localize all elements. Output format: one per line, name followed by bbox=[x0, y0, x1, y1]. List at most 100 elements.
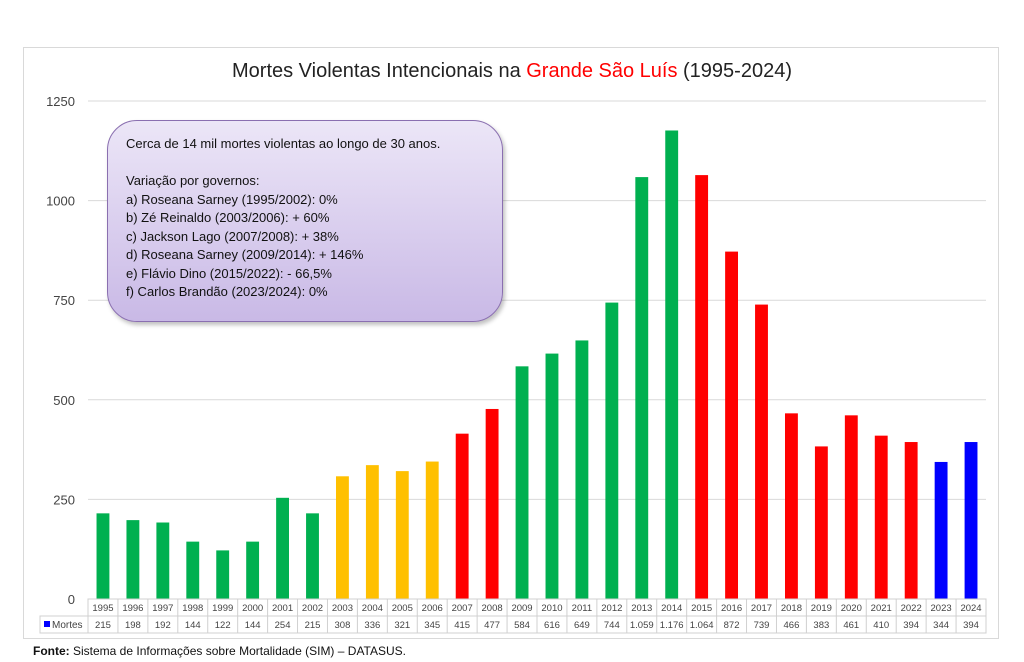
bar-2007 bbox=[455, 433, 469, 599]
bar-2005 bbox=[395, 471, 409, 599]
data-label: 215 bbox=[305, 620, 321, 631]
data-label: 336 bbox=[364, 620, 380, 631]
data-label: 144 bbox=[185, 620, 201, 631]
data-label: 739 bbox=[754, 620, 770, 631]
x-tick-label: 2010 bbox=[541, 603, 562, 614]
data-label: 192 bbox=[155, 620, 171, 631]
chart-frame bbox=[23, 47, 999, 639]
bar-1999 bbox=[216, 550, 230, 599]
x-tick-label: 2011 bbox=[572, 603, 592, 614]
x-tick-label: 2020 bbox=[841, 603, 862, 614]
y-tick-label: 750 bbox=[53, 293, 75, 308]
data-label: 744 bbox=[604, 620, 620, 631]
x-tick-label: 2019 bbox=[811, 603, 832, 614]
chart-title: Mortes Violentas Intencionais na Grande … bbox=[232, 60, 792, 82]
x-tick-label: 2001 bbox=[272, 603, 293, 614]
bar-1998 bbox=[186, 541, 200, 599]
bar-2023 bbox=[934, 461, 948, 599]
x-tick-label: 2003 bbox=[332, 603, 353, 614]
x-tick-label: 1996 bbox=[122, 603, 143, 614]
x-tick-label: 2014 bbox=[661, 603, 682, 614]
data-label: 477 bbox=[484, 620, 500, 631]
x-tick-label: 2007 bbox=[452, 603, 473, 614]
bar-1995 bbox=[96, 513, 110, 599]
data-label: 466 bbox=[784, 620, 800, 631]
legend-key bbox=[44, 621, 50, 627]
x-tick-label: 2013 bbox=[631, 603, 652, 614]
source-note: Fonte: Sistema de Informações sobre Mort… bbox=[33, 644, 407, 658]
bar-2006 bbox=[425, 461, 439, 599]
x-tick-label: 2018 bbox=[781, 603, 802, 614]
data-label: 616 bbox=[544, 620, 560, 631]
bar-1997 bbox=[156, 522, 170, 599]
legend-label: Mortes bbox=[52, 620, 83, 631]
x-tick-label: 2008 bbox=[482, 603, 503, 614]
data-label: 321 bbox=[394, 620, 410, 631]
x-tick-label: 2016 bbox=[721, 603, 742, 614]
bar-2011 bbox=[575, 340, 589, 599]
x-tick-label: 2009 bbox=[511, 603, 532, 614]
x-tick-label: 2023 bbox=[931, 603, 952, 614]
x-tick-label: 2015 bbox=[691, 603, 712, 614]
x-tick-label: 2024 bbox=[960, 603, 981, 614]
x-tick-label: 2002 bbox=[302, 603, 323, 614]
y-tick-label: 500 bbox=[53, 393, 75, 408]
bar-2024 bbox=[964, 442, 978, 599]
bar-2013 bbox=[635, 177, 649, 599]
x-tick-label: 2004 bbox=[362, 603, 383, 614]
x-tick-label: 1999 bbox=[212, 603, 233, 614]
data-label: 383 bbox=[813, 620, 829, 631]
x-tick-label: 1998 bbox=[182, 603, 203, 614]
x-tick-label: 2006 bbox=[422, 603, 443, 614]
data-label: 254 bbox=[275, 620, 291, 631]
data-label: 1.059 bbox=[630, 620, 654, 631]
bar-2010 bbox=[545, 353, 559, 599]
bar-2004 bbox=[365, 465, 379, 599]
data-label: 394 bbox=[903, 620, 919, 631]
data-label: 122 bbox=[215, 620, 231, 631]
data-label: 345 bbox=[424, 620, 440, 631]
bar-2000 bbox=[246, 541, 260, 599]
bar-2016 bbox=[725, 251, 739, 599]
data-label: 461 bbox=[843, 620, 859, 631]
bar-2009 bbox=[515, 366, 529, 599]
x-tick-label: 2017 bbox=[751, 603, 772, 614]
bar-2015 bbox=[695, 175, 709, 599]
bar-1996 bbox=[126, 520, 140, 599]
data-label: 198 bbox=[125, 620, 141, 631]
x-tick-label: 1997 bbox=[152, 603, 173, 614]
x-tick-label: 2000 bbox=[242, 603, 263, 614]
data-label: 344 bbox=[933, 620, 949, 631]
annotation-box: Cerca de 14 mil mortes violentas ao long… bbox=[107, 120, 503, 322]
x-tick-label: 2021 bbox=[871, 603, 892, 614]
data-label: 394 bbox=[963, 620, 979, 631]
x-tick-label: 2012 bbox=[601, 603, 622, 614]
y-tick-label: 1000 bbox=[46, 194, 75, 209]
bar-2019 bbox=[814, 446, 828, 599]
bar-2022 bbox=[904, 442, 918, 599]
y-tick-label: 0 bbox=[68, 592, 75, 607]
bar-2002 bbox=[306, 513, 319, 599]
bar-2012 bbox=[605, 302, 619, 599]
bar-2003 bbox=[335, 476, 349, 599]
data-label: 649 bbox=[574, 620, 590, 631]
y-tick-label: 1250 bbox=[46, 94, 75, 109]
bar-2001 bbox=[276, 497, 290, 599]
data-label: 584 bbox=[514, 620, 530, 631]
data-label: 215 bbox=[95, 620, 111, 631]
data-label: 872 bbox=[724, 620, 740, 631]
bar-2017 bbox=[755, 304, 768, 599]
bar-2014 bbox=[665, 130, 679, 599]
bar-2008 bbox=[485, 408, 499, 599]
bar-2018 bbox=[784, 413, 798, 599]
y-tick-label: 250 bbox=[53, 492, 75, 507]
bar-2021 bbox=[874, 435, 888, 599]
bar-2020 bbox=[844, 415, 858, 599]
data-label: 144 bbox=[245, 620, 261, 631]
x-tick-label: 2005 bbox=[392, 603, 413, 614]
data-label: 410 bbox=[873, 620, 889, 631]
data-label: 308 bbox=[335, 620, 351, 631]
data-label: 1.064 bbox=[690, 620, 714, 631]
data-label: 415 bbox=[454, 620, 470, 631]
